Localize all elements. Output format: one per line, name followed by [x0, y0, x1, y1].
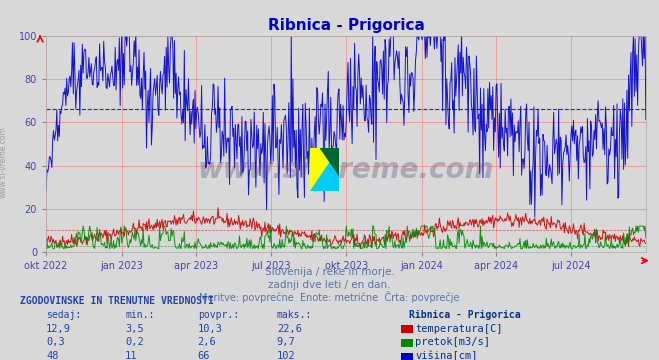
Text: 12,9: 12,9 [46, 324, 71, 334]
Polygon shape [320, 148, 339, 176]
Title: Ribnica - Prigorica: Ribnica - Prigorica [268, 18, 424, 33]
Text: višina[cm]: višina[cm] [415, 351, 478, 360]
Text: maks.:: maks.: [277, 310, 312, 320]
Text: 3,5: 3,5 [125, 324, 144, 334]
Text: www.si-vreme.com: www.si-vreme.com [0, 126, 8, 198]
Polygon shape [310, 148, 339, 191]
Text: 2,6: 2,6 [198, 337, 216, 347]
Text: temperatura[C]: temperatura[C] [415, 324, 503, 334]
Text: 9,7: 9,7 [277, 337, 295, 347]
Text: Meritve: povprečne  Enote: metrične  Črta: povprečje: Meritve: povprečne Enote: metrične Črta:… [199, 291, 460, 303]
Text: ZGODOVINSKE IN TRENUTNE VREDNOSTI: ZGODOVINSKE IN TRENUTNE VREDNOSTI [20, 296, 214, 306]
Text: min.:: min.: [125, 310, 155, 320]
Text: Slovenija / reke in morje.: Slovenija / reke in morje. [264, 267, 395, 278]
Text: Ribnica - Prigorica: Ribnica - Prigorica [409, 310, 520, 320]
Text: 10,3: 10,3 [198, 324, 223, 334]
Text: 102: 102 [277, 351, 295, 360]
Polygon shape [310, 148, 339, 191]
Text: sedaj:: sedaj: [46, 310, 81, 320]
Text: zadnji dve leti / en dan.: zadnji dve leti / en dan. [268, 280, 391, 290]
Text: 0,3: 0,3 [46, 337, 65, 347]
Text: povpr.:: povpr.: [198, 310, 239, 320]
Text: 0,2: 0,2 [125, 337, 144, 347]
Text: www.si-vreme.com: www.si-vreme.com [198, 156, 494, 184]
Text: 11: 11 [125, 351, 138, 360]
Text: 22,6: 22,6 [277, 324, 302, 334]
Text: 48: 48 [46, 351, 59, 360]
Text: 66: 66 [198, 351, 210, 360]
Text: pretok[m3/s]: pretok[m3/s] [415, 337, 490, 347]
